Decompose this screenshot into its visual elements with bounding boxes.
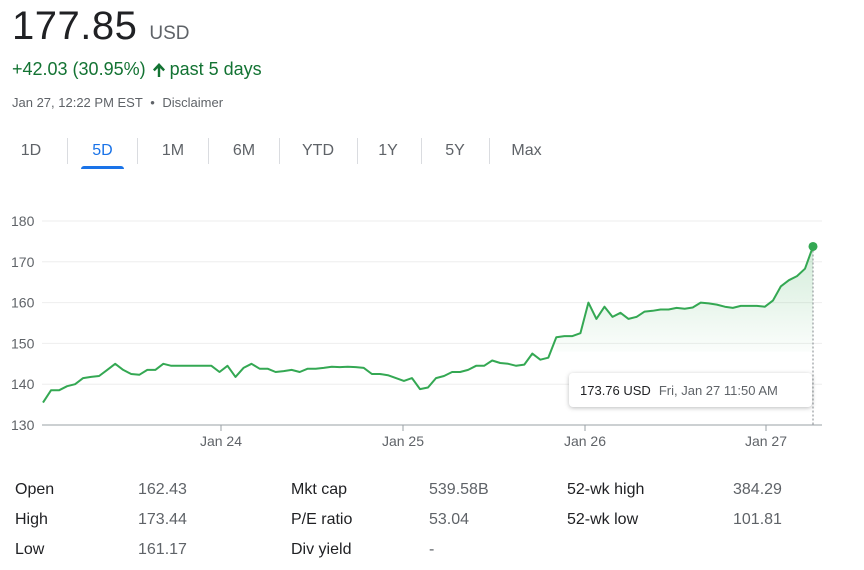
tab-5y[interactable]: 5Y [445, 142, 465, 159]
stat-value-52wk-low: 101.81 [733, 511, 782, 528]
stats-row: High 173.44 P/E ratio 53.04 52-wk low 10… [15, 511, 835, 531]
stat-value-mkt-cap: 539.58B [429, 481, 489, 498]
stat-label-high: High [15, 511, 48, 528]
meta-separator: • [150, 95, 155, 110]
tab-6m[interactable]: 6M [232, 142, 256, 159]
x-tick-label: Jan 24 [200, 433, 242, 449]
current-price: 177.85 [12, 4, 138, 48]
tab-divider [67, 138, 68, 164]
stats-row: Low 161.17 Div yield - [15, 541, 835, 561]
arrow-up-icon [152, 62, 165, 77]
quote-timestamp: Jan 27, 12:22 PM EST [12, 95, 143, 110]
tab-divider [357, 138, 358, 164]
price-chart[interactable]: 130 140 150 160 170 180 Jan 24 Jan 25 Jan 26 Jan… [0, 200, 864, 462]
y-tick-label: 140 [11, 376, 35, 392]
tab-divider [137, 138, 138, 164]
tooltip-time: Fri, Jan 27 11:50 AM [658, 382, 778, 398]
tab-max[interactable]: Max [511, 142, 542, 159]
stat-label-low: Low [15, 541, 45, 558]
stat-label-mkt-cap: Mkt cap [291, 481, 348, 498]
y-tick-label: 180 [11, 213, 35, 229]
stat-value-open: 162.43 [138, 481, 187, 498]
stat-label-pe-ratio: P/E ratio [291, 511, 353, 528]
x-tick-label: Jan 26 [564, 433, 606, 449]
y-tick-label: 170 [11, 254, 35, 270]
stat-value-div-yield: - [429, 541, 435, 558]
stat-value-high: 173.44 [138, 511, 187, 528]
stat-label-52wk-high: 52-wk high [567, 481, 645, 498]
tab-divider [489, 138, 490, 164]
y-tick-label: 130 [11, 417, 35, 433]
tab-1m[interactable]: 1M [161, 142, 185, 159]
chart-tooltip: 173.76 USD Fri, Jan 27 11:50 AM [569, 373, 812, 407]
stat-value-52wk-high: 384.29 [733, 481, 782, 498]
stat-label-52wk-low: 52-wk low [567, 511, 639, 528]
change-value: +42.03 (30.95%) [12, 59, 146, 79]
tab-divider [279, 138, 280, 164]
disclaimer-link[interactable]: Disclaimer [162, 95, 224, 110]
y-tick-label: 150 [11, 335, 35, 351]
price-change: +42.03 (30.95%) past 5 days [12, 59, 262, 80]
stat-value-low: 161.17 [138, 541, 187, 558]
y-tick-label: 160 [11, 295, 35, 311]
stats-row: Open 162.43 Mkt cap 539.58B 52-wk high 3… [15, 481, 835, 501]
tab-ytd[interactable]: YTD [302, 142, 334, 159]
chart-area-fill [556, 246, 813, 352]
change-period: past 5 days [169, 59, 262, 79]
x-tick-label: Jan 25 [382, 433, 424, 449]
stat-label-open: Open [15, 481, 55, 498]
tab-5d[interactable]: 5D [81, 138, 124, 169]
price-header: 177.85 USD [12, 4, 189, 49]
price-line [42, 246, 814, 404]
stat-value-pe-ratio: 53.04 [429, 511, 470, 528]
currency-label: USD [149, 23, 190, 44]
quote-meta: Jan 27, 12:22 PM EST • Disclaimer [12, 95, 223, 110]
range-tabs: 1D 5D 1M 6M YTD 1Y 5Y Max [0, 138, 543, 172]
tab-1y[interactable]: 1Y [378, 142, 398, 159]
tab-divider [208, 138, 209, 164]
tooltip-price: 173.76 USD [580, 382, 651, 398]
tab-divider [421, 138, 422, 164]
hover-point [808, 241, 818, 251]
tab-1d[interactable]: 1D [20, 142, 42, 159]
x-tick-label: Jan 27 [745, 433, 787, 449]
stat-label-div-yield: Div yield [291, 541, 352, 558]
